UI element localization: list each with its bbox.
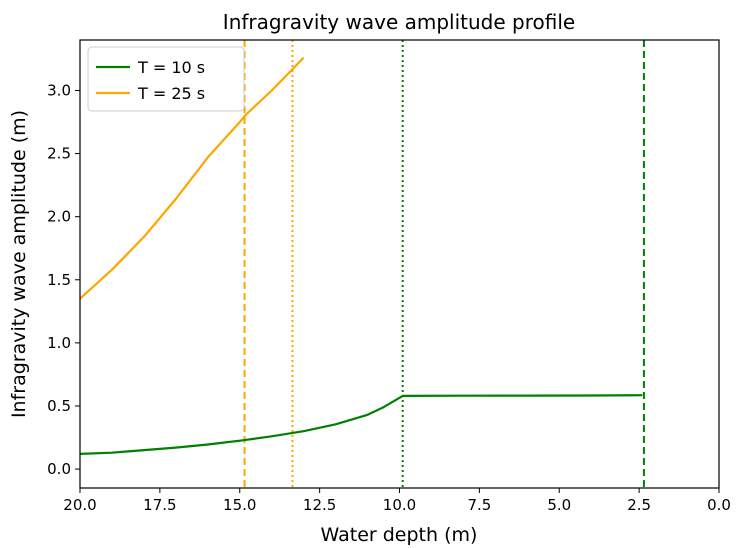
x-tick-label: 7.5 — [467, 496, 491, 514]
legend: T = 10 s T = 25 s — [87, 46, 245, 112]
y-tick-label: 0.0 — [47, 460, 71, 478]
chart-title: Infragravity wave amplitude profile — [223, 10, 575, 34]
y-axis-ticks: 0.0 0.5 1.0 1.5 2.0 2.5 3.0 — [47, 81, 80, 478]
series-line-t25 — [79, 56, 305, 300]
y-tick-label: 2.5 — [47, 145, 71, 163]
x-tick-label: 10.0 — [383, 496, 416, 514]
y-tick-label: 3.0 — [47, 81, 71, 99]
plot-frame — [79, 39, 720, 489]
x-axis-label: Water depth (m) — [321, 524, 478, 546]
x-tick-label: 12.5 — [303, 496, 336, 514]
x-tick-label: 17.5 — [143, 496, 176, 514]
x-tick-label: 5.0 — [547, 496, 571, 514]
y-tick-label: 1.0 — [47, 334, 71, 352]
series-line-t10 — [79, 394, 643, 455]
legend-box — [87, 46, 245, 112]
x-tick-label: 0.0 — [707, 496, 731, 514]
legend-label: T = 25 s — [137, 84, 205, 103]
y-tick-label: 1.5 — [47, 271, 71, 289]
plot-content — [79, 40, 645, 488]
x-tick-label: 15.0 — [223, 496, 256, 514]
x-axis-ticks: 20.0 17.5 15.0 12.5 10.0 7.5 5.0 2.5 0.0 — [63, 488, 731, 514]
y-tick-label: 0.5 — [47, 397, 71, 415]
x-tick-label: 2.5 — [627, 496, 651, 514]
legend-label: T = 10 s — [137, 58, 205, 77]
y-axis-label: Infragravity wave amplitude (m) — [8, 110, 30, 418]
x-tick-label: 20.0 — [63, 496, 96, 514]
y-tick-label: 2.0 — [47, 208, 71, 226]
